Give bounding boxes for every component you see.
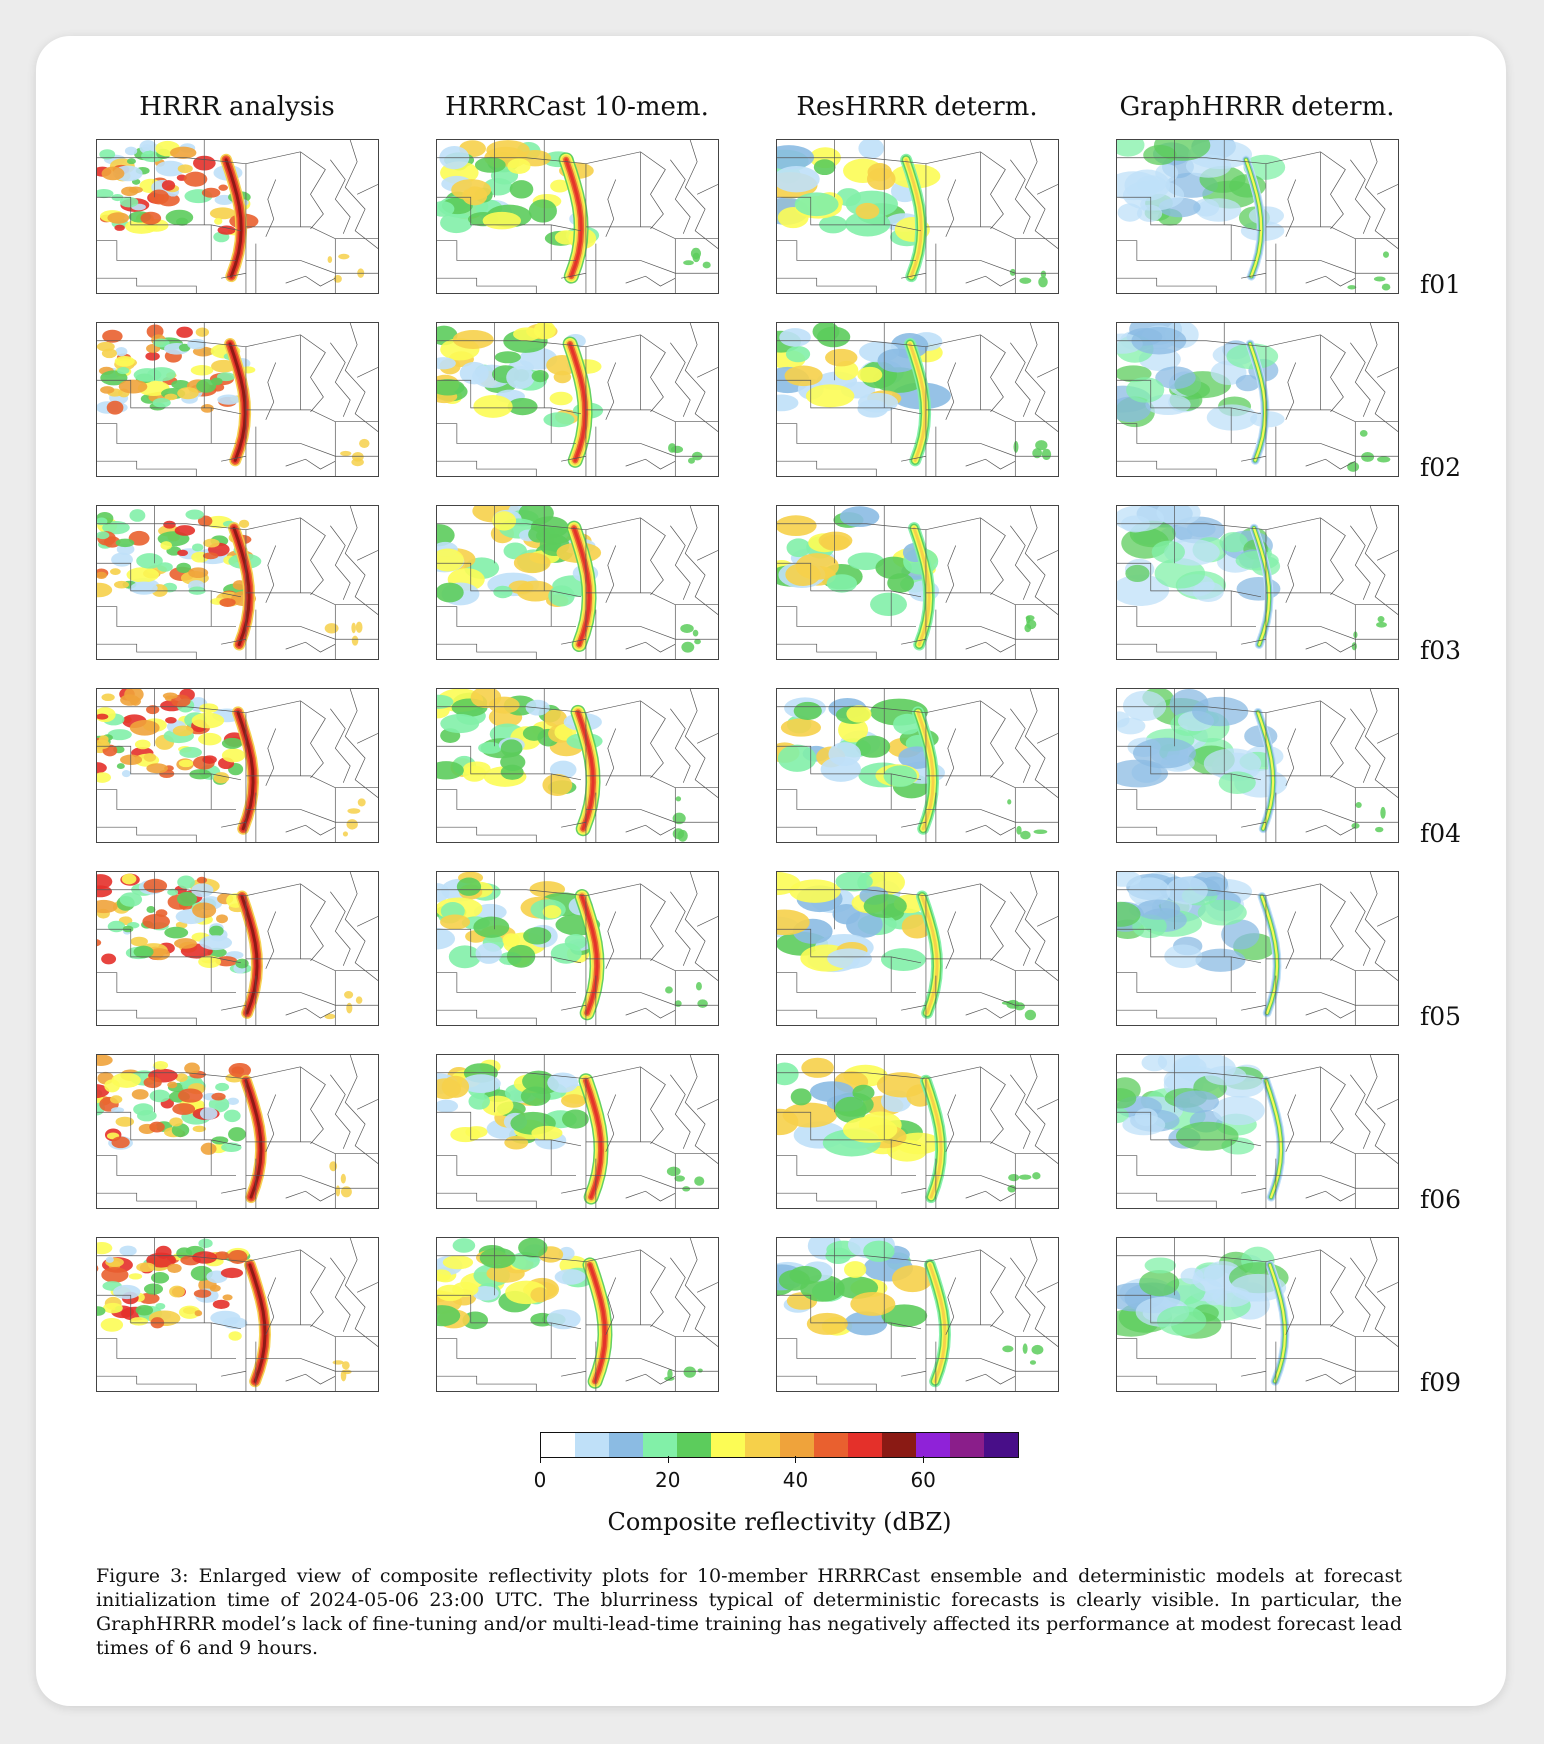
reflectivity-map-panel	[1116, 139, 1399, 294]
map-figure	[97, 506, 378, 659]
reflectivity-map-panel	[436, 688, 719, 843]
colorbar-swatch	[847, 1433, 882, 1457]
map-figure	[97, 1238, 378, 1391]
map-figure	[437, 1055, 718, 1208]
reflectivity-map-panel	[436, 139, 719, 294]
map-figure	[437, 872, 718, 1025]
colorbar-tick-label: 40	[782, 1468, 809, 1492]
reflectivity-map-panel	[436, 871, 719, 1026]
map-figure	[777, 1238, 1058, 1391]
reflectivity-map-panel	[776, 688, 1059, 843]
reflectivity-map-panel	[1116, 505, 1399, 660]
reflectivity-map-panel	[776, 322, 1059, 477]
colorbar-swatch	[779, 1433, 814, 1457]
colorbar-swatch	[677, 1433, 712, 1457]
map-figure	[97, 872, 378, 1025]
colorbar-tick	[667, 1456, 669, 1463]
colorbar-tick	[540, 1456, 541, 1463]
reflectivity-map-panel	[436, 322, 719, 477]
colorbar-swatch	[609, 1433, 644, 1457]
lead-time-label: f09	[1420, 1368, 1462, 1397]
colorbar-label: Composite reflectivity (dBZ)	[607, 1508, 952, 1536]
map-figure	[1117, 689, 1398, 842]
map-figure	[777, 323, 1058, 476]
colorbar-tick-label: 20	[654, 1468, 681, 1492]
colorbar	[540, 1432, 1019, 1458]
reflectivity-map-panel	[96, 322, 379, 477]
lead-time-label: f06	[1420, 1185, 1462, 1214]
map-figure	[1117, 323, 1398, 476]
lead-time-label: f05	[1420, 1002, 1462, 1031]
reflectivity-map-panel	[1116, 322, 1399, 477]
map-figure	[777, 140, 1058, 293]
map-figure	[1117, 872, 1398, 1025]
map-figure	[97, 1055, 378, 1208]
reflectivity-map-panel	[1116, 688, 1399, 843]
lead-time-label: f04	[1420, 819, 1462, 848]
lead-time-label: f03	[1420, 636, 1462, 665]
map-figure	[777, 872, 1058, 1025]
reflectivity-map-panel	[436, 505, 719, 660]
map-figure	[437, 689, 718, 842]
reflectivity-map-panel	[96, 505, 379, 660]
map-figure	[1117, 1055, 1398, 1208]
colorbar-swatch	[541, 1433, 576, 1457]
map-figure	[777, 1055, 1058, 1208]
map-figure	[437, 323, 718, 476]
map-figure	[1117, 506, 1398, 659]
colorbar-swatch	[984, 1433, 1019, 1457]
colorbar-swatch	[813, 1433, 848, 1457]
map-figure	[437, 506, 718, 659]
reflectivity-map-panel	[96, 871, 379, 1026]
reflectivity-map-panel	[96, 139, 379, 294]
colorbar-tick-label: 0	[533, 1468, 547, 1492]
map-figure	[437, 140, 718, 293]
colorbar-swatch	[711, 1433, 746, 1457]
column-title: GraphHRRR determ.	[1119, 92, 1395, 122]
reflectivity-map-panel	[96, 1054, 379, 1209]
reflectivity-map-panel	[776, 505, 1059, 660]
reflectivity-map-panel	[96, 1237, 379, 1392]
reflectivity-map-panel	[1116, 1054, 1399, 1209]
map-figure	[97, 323, 378, 476]
figure-caption: Figure 3: Enlarged view of composite ref…	[96, 1565, 1402, 1659]
map-figure	[97, 140, 378, 293]
map-figure	[1117, 140, 1398, 293]
reflectivity-map-panel	[1116, 1237, 1399, 1392]
column-title: ResHRRR determ.	[796, 92, 1038, 122]
colorbar-swatch	[915, 1433, 950, 1457]
reflectivity-map-panel	[776, 1237, 1059, 1392]
reflectivity-map-panel	[776, 871, 1059, 1026]
colorbar-swatch	[643, 1433, 678, 1457]
colorbar-tick	[923, 1456, 925, 1463]
column-title: HRRR analysis	[139, 92, 335, 122]
reflectivity-map-panel	[776, 139, 1059, 294]
colorbar-tick-label: 60	[910, 1468, 936, 1492]
colorbar-swatch	[881, 1433, 916, 1457]
map-figure	[1117, 1238, 1398, 1391]
colorbar-swatch	[745, 1433, 780, 1457]
colorbar-swatch	[949, 1433, 985, 1457]
colorbar-tick	[795, 1456, 797, 1463]
lead-time-label: f02	[1420, 453, 1462, 482]
reflectivity-map-panel	[436, 1237, 719, 1392]
lead-time-label: f01	[1420, 270, 1462, 299]
map-figure	[777, 689, 1058, 842]
reflectivity-map-panel	[776, 1054, 1059, 1209]
colorbar-swatch	[575, 1433, 610, 1457]
map-figure	[777, 506, 1058, 659]
map-figure	[97, 689, 378, 842]
reflectivity-map-panel	[436, 1054, 719, 1209]
reflectivity-map-panel	[96, 688, 379, 843]
map-figure	[437, 1238, 718, 1391]
reflectivity-map-panel	[1116, 871, 1399, 1026]
column-title: HRRRCast 10-mem.	[445, 92, 709, 122]
